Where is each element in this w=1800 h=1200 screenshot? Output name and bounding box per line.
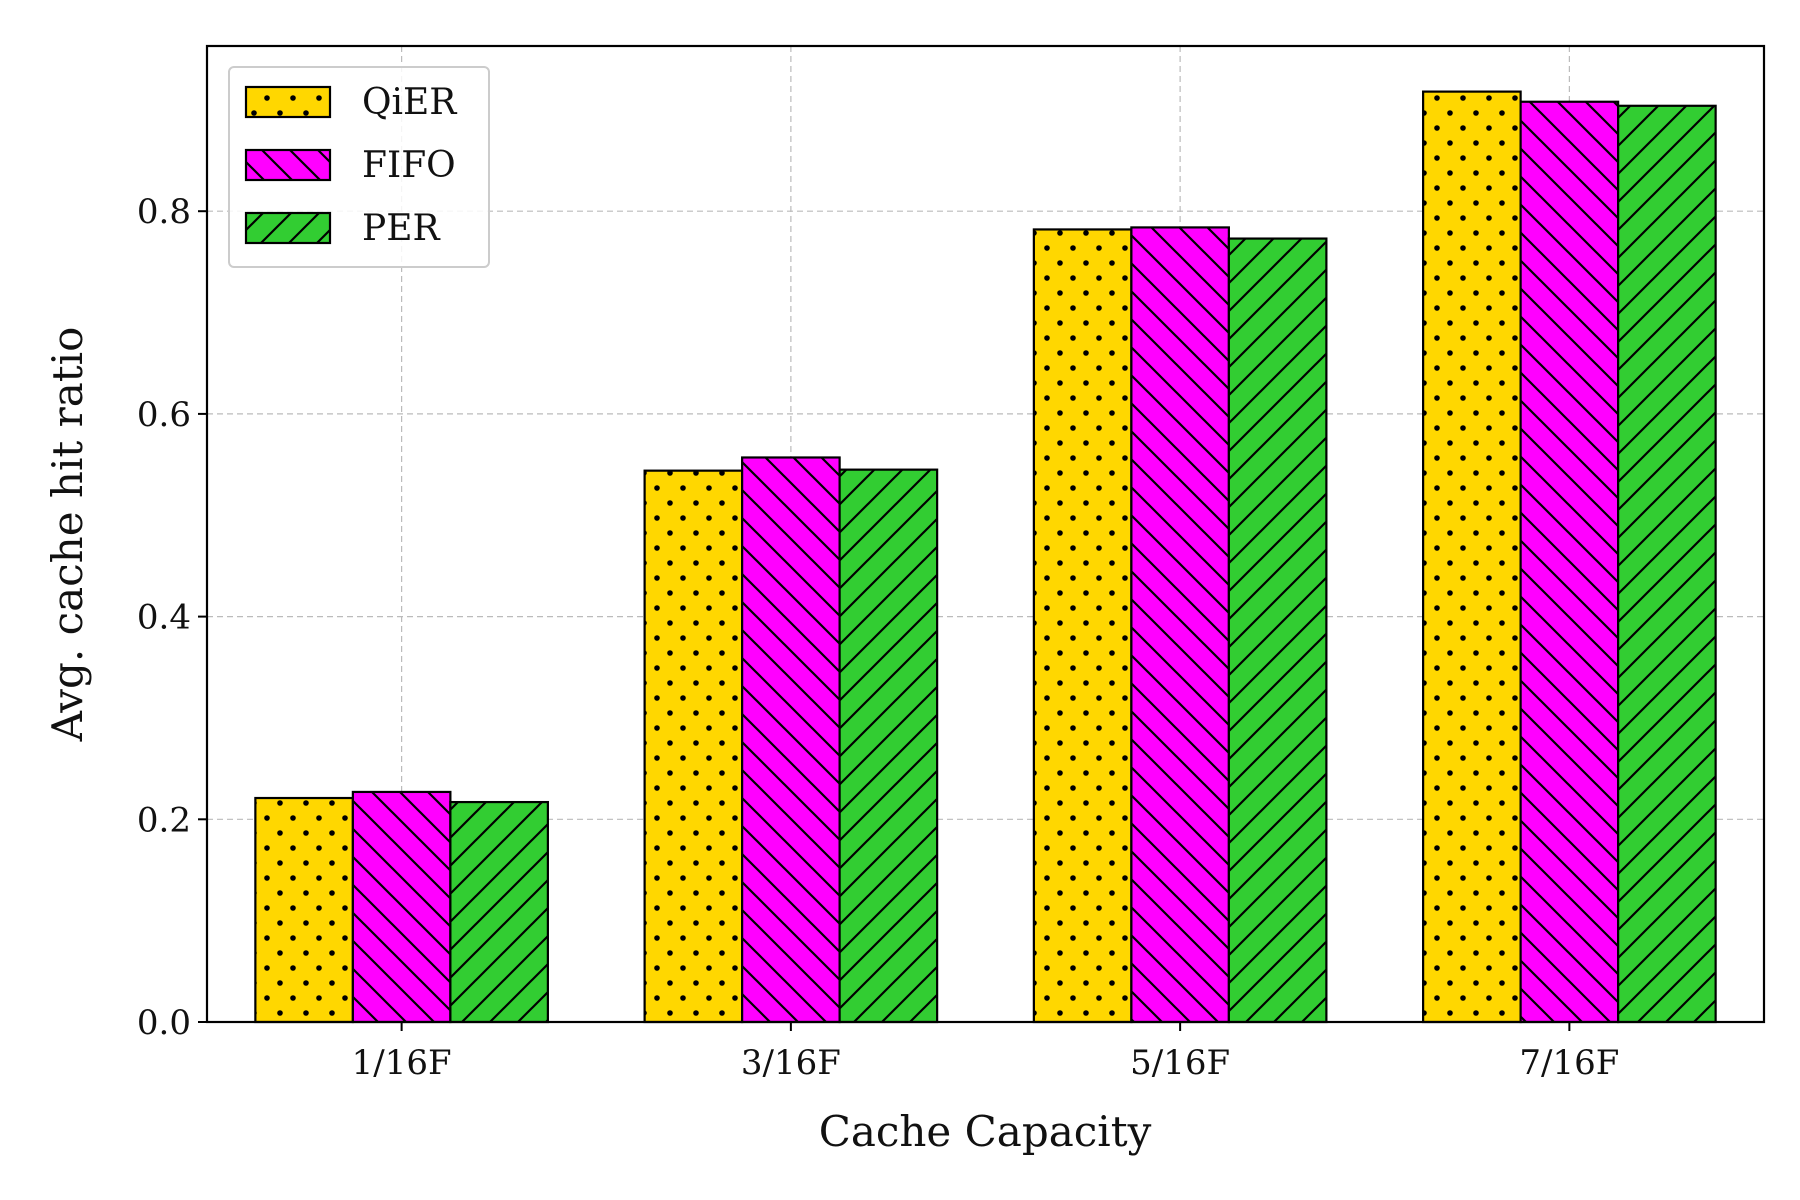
- bar-qier-2: [1032, 228, 1133, 1024]
- x-tick-label-0: 1/16F: [352, 1043, 452, 1083]
- legend-label-qier: QiER: [362, 82, 457, 123]
- axis-ticks: 0.0 0.2 0.4 0.6 0.8 1/16F 3/16F 5/16F 7/16F: [137, 192, 1619, 1083]
- y-tick-label-3: 0.6: [137, 395, 191, 435]
- bar-per-0: [449, 800, 549, 1024]
- bar-qier-0: [254, 796, 354, 1024]
- y-axis-title: Avg. cache hit ratio: [43, 327, 92, 743]
- x-tick-label-2: 5/16F: [1130, 1043, 1230, 1083]
- bar-per-3: [1617, 104, 1717, 1024]
- legend-label-fifo: FIFO: [362, 145, 456, 186]
- legend-swatch-qier: [244, 85, 332, 119]
- bar-fifo-1: [741, 456, 841, 1024]
- x-axis-title: Cache Capacity: [819, 1107, 1152, 1156]
- legend: QiER FIFO PER: [228, 66, 490, 268]
- bar-fifo-2: [1130, 226, 1230, 1024]
- legend-swatch-fifo: [244, 148, 332, 182]
- bar-per-1: [838, 468, 939, 1024]
- y-tick-label-2: 0.4: [137, 598, 191, 638]
- bar-qier-1: [643, 469, 744, 1024]
- y-tick-label-4: 0.8: [137, 192, 191, 232]
- bar-qier-3: [1422, 90, 1522, 1024]
- legend-swatch-per: [244, 211, 332, 245]
- x-tick-label-3: 7/16F: [1519, 1043, 1619, 1083]
- y-tick-label-0: 0.0: [137, 1003, 191, 1043]
- legend-label-per: PER: [362, 208, 441, 249]
- bars: [254, 90, 1717, 1024]
- bar-per-2: [1227, 237, 1328, 1024]
- plot-frame: [205, 44, 1766, 1024]
- bar-fifo-0: [351, 790, 452, 1024]
- bar-fifo-3: [1519, 100, 1620, 1024]
- y-tick-label-1: 0.2: [137, 800, 191, 840]
- x-tick-label-1: 3/16F: [741, 1043, 841, 1083]
